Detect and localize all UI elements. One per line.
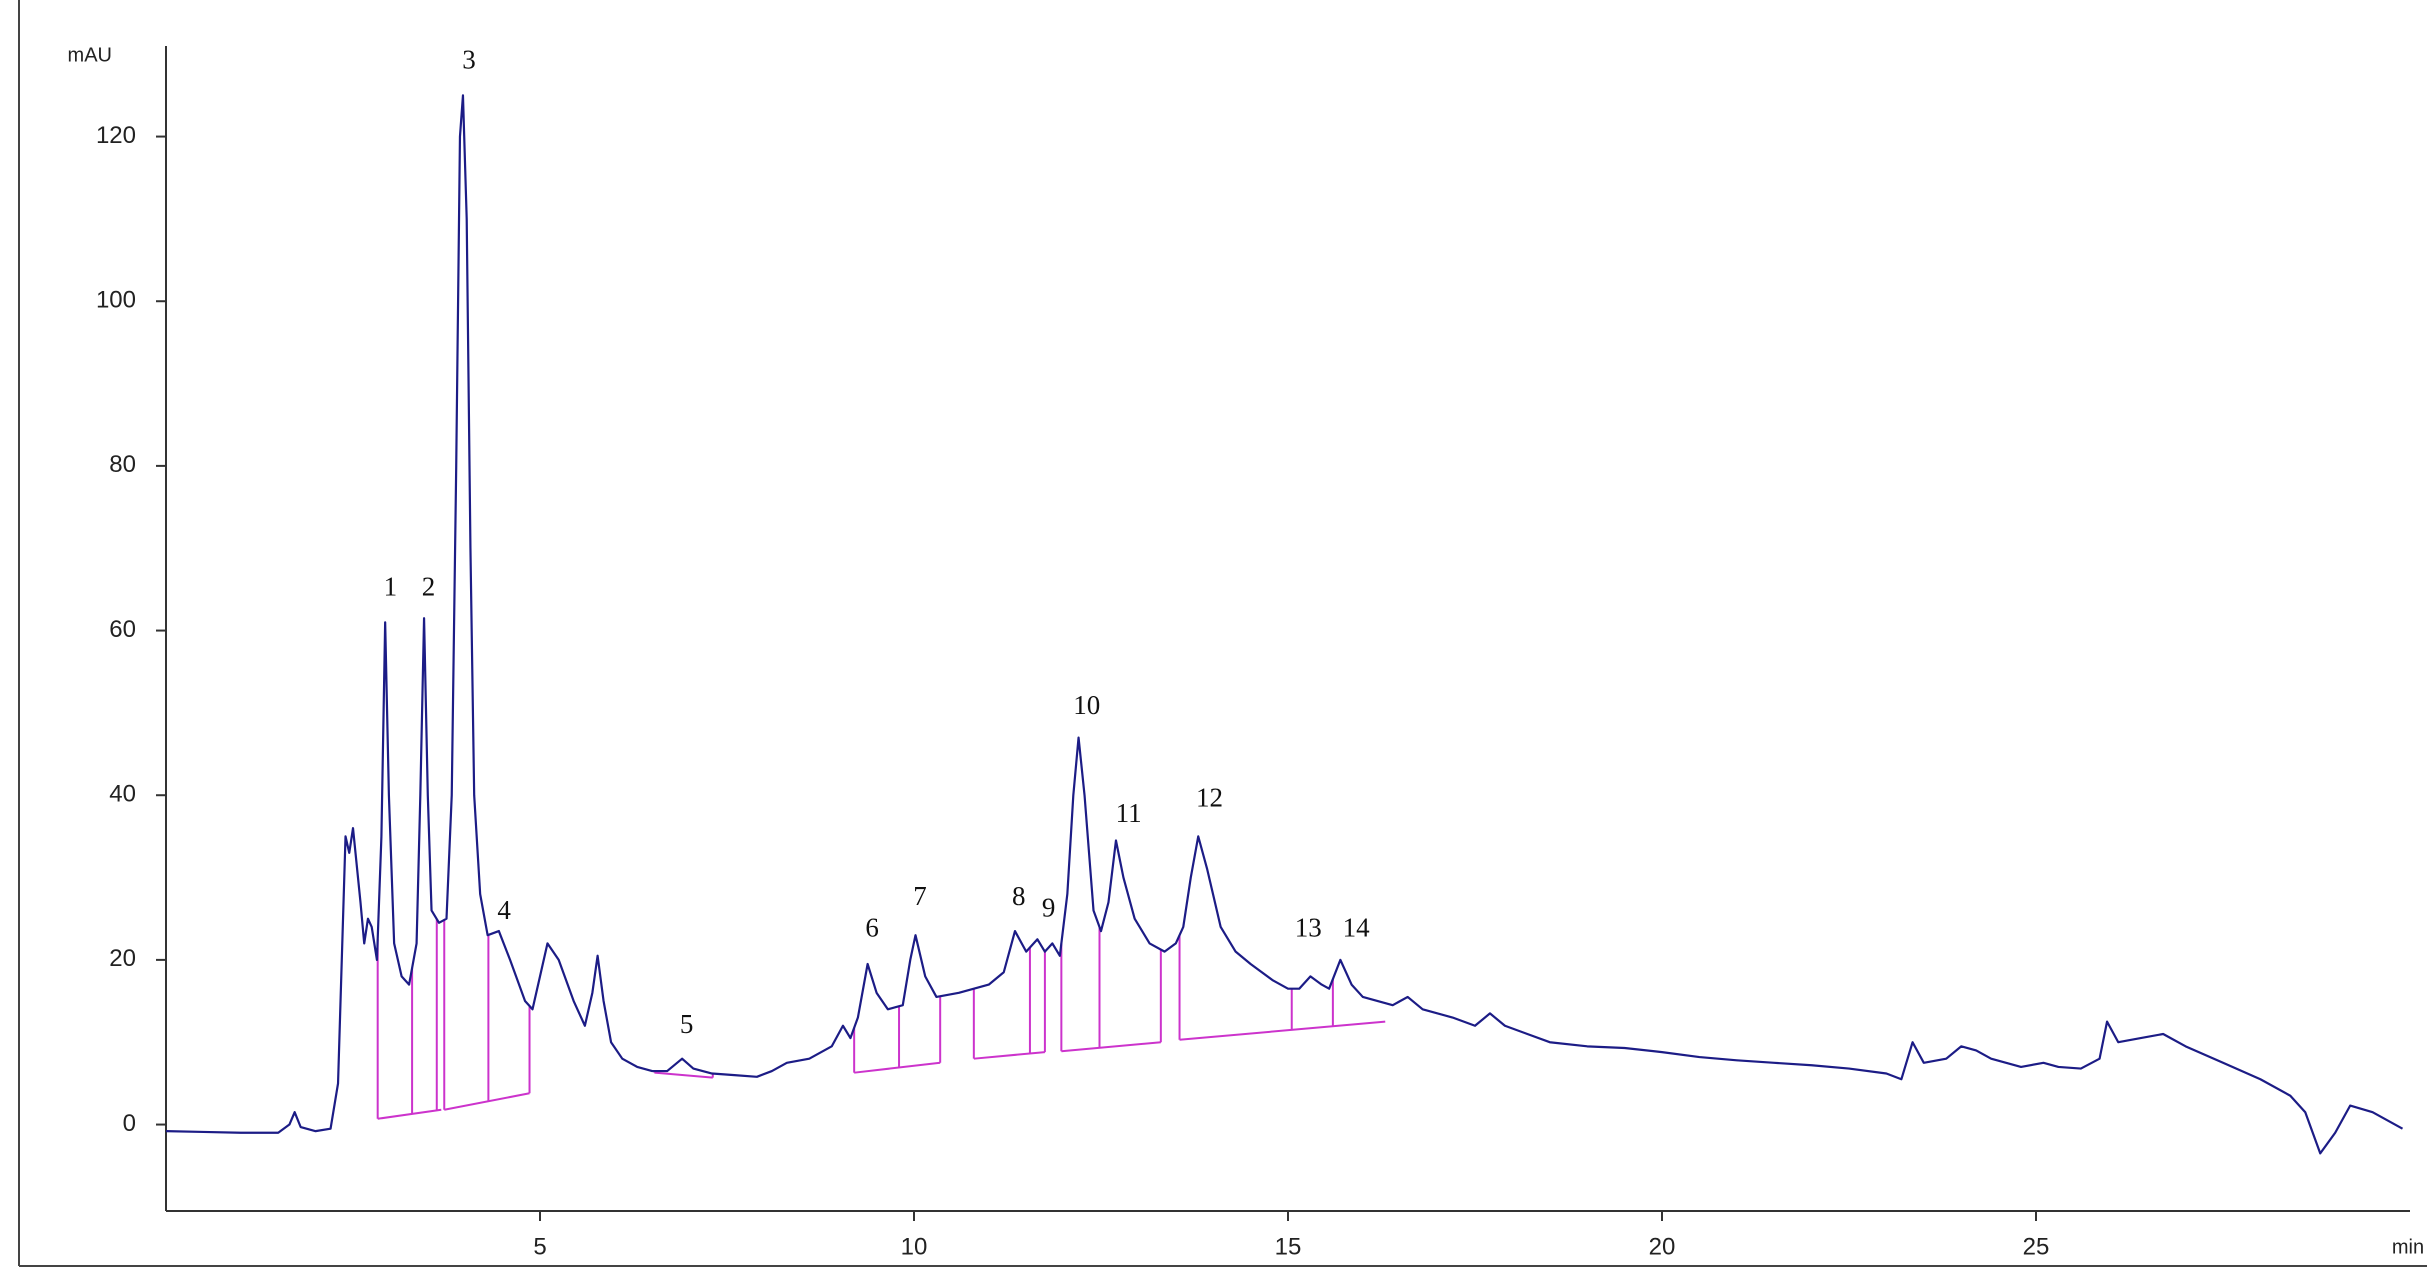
integration-baseline xyxy=(1179,1020,1386,1041)
y-tick-label: 100 xyxy=(96,287,136,314)
x-axis-label: min xyxy=(2392,1236,2424,1258)
peak-label: 10 xyxy=(1073,690,1100,720)
integration-baseline xyxy=(973,1051,1045,1060)
peak-label: 1 xyxy=(384,572,398,602)
x-tick-label: 5 xyxy=(533,1233,546,1260)
peak-label: 12 xyxy=(1196,782,1223,812)
y-tick-label: 0 xyxy=(123,1110,136,1137)
integration-baseline xyxy=(1061,1041,1161,1053)
y-axis-label: mAU xyxy=(68,44,112,66)
peak-label: 4 xyxy=(497,895,511,925)
peak-label: 2 xyxy=(422,572,436,602)
peak-label: 5 xyxy=(680,1009,694,1039)
peak-label: 14 xyxy=(1343,912,1371,942)
integration-baseline xyxy=(444,1092,530,1111)
y-tick-label: 40 xyxy=(109,781,136,808)
x-tick-label: 10 xyxy=(901,1233,928,1260)
peak-label: 11 xyxy=(1116,798,1142,828)
peak-label: 3 xyxy=(462,45,476,75)
peak-label: 9 xyxy=(1042,893,1056,923)
trace-line xyxy=(165,94,2404,1155)
x-tick-label: 15 xyxy=(1275,1233,1302,1260)
integration-baseline xyxy=(654,1071,713,1079)
y-tick-label: 80 xyxy=(109,451,136,478)
y-tick-label: 120 xyxy=(96,122,136,149)
integration-baseline xyxy=(854,1061,941,1074)
peak-label: 8 xyxy=(1012,881,1026,911)
peak-label: 6 xyxy=(865,912,879,942)
x-tick-label: 25 xyxy=(2023,1233,2050,1260)
peak-label: 7 xyxy=(913,881,927,911)
x-tick-label: 20 xyxy=(1649,1233,1676,1260)
y-tick-label: 20 xyxy=(109,945,136,972)
integration-baseline xyxy=(377,1108,442,1120)
peak-label: 13 xyxy=(1295,912,1322,942)
y-tick-label: 60 xyxy=(109,616,136,643)
